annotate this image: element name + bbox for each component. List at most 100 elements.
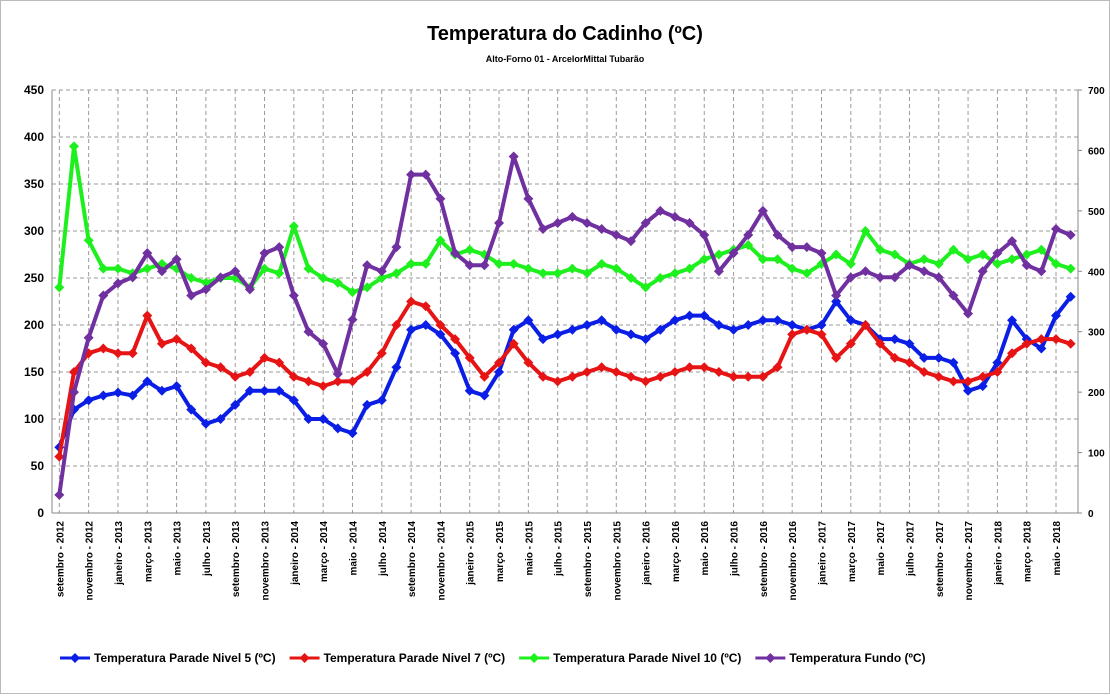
data-marker (83, 235, 94, 246)
x-tick-label: maio - 2014 (348, 521, 359, 576)
data-marker (684, 310, 695, 321)
data-marker (684, 217, 695, 228)
data-marker (904, 338, 915, 349)
data-marker (318, 381, 329, 392)
data-marker (904, 357, 915, 368)
data-marker (831, 352, 842, 363)
data-marker (596, 258, 607, 269)
data-marker (376, 273, 387, 283)
data-marker (479, 390, 490, 401)
data-marker (523, 357, 534, 368)
data-marker (347, 287, 358, 298)
data-marker (933, 352, 944, 363)
data-marker (420, 320, 431, 330)
y-tick-label: 400 (24, 130, 44, 144)
data-marker (845, 272, 856, 283)
data-marker (142, 248, 153, 259)
x-tick-label: março - 2013 (143, 521, 154, 583)
data-marker (215, 362, 226, 373)
data-marker (948, 290, 959, 301)
data-marker (655, 371, 666, 382)
data-marker (494, 357, 505, 368)
data-marker (860, 226, 871, 236)
data-marker (464, 244, 475, 255)
data-marker (787, 329, 798, 340)
data-marker (376, 348, 387, 359)
x-tick-label: março - 2016 (671, 521, 682, 583)
legend-label: Temperatura Parade Nivel 5 (ºC) (94, 651, 276, 665)
data-marker (625, 236, 636, 247)
data-marker (186, 290, 197, 301)
data-marker (406, 258, 417, 269)
data-marker (420, 301, 431, 312)
series-line (57, 299, 1072, 457)
data-marker (318, 273, 329, 283)
data-marker (538, 334, 549, 345)
data-marker (611, 367, 622, 377)
data-marker (801, 242, 812, 253)
data-marker (1051, 223, 1062, 234)
data-marker (406, 169, 417, 180)
x-tick-label: julho - 2013 (202, 521, 213, 577)
data-marker (1036, 334, 1047, 345)
data-marker (259, 385, 270, 396)
data-marker (362, 260, 373, 271)
data-marker (743, 371, 754, 382)
data-marker (684, 362, 695, 373)
data-marker (171, 254, 182, 265)
data-marker (98, 343, 109, 354)
data-marker (98, 390, 109, 401)
data-marker (318, 338, 329, 349)
data-marker (611, 230, 622, 241)
x-tick-label: setembro - 2012 (55, 521, 66, 598)
data-marker (538, 371, 549, 382)
data-marker (54, 282, 65, 293)
data-marker (54, 489, 65, 500)
x-tick-label: julho - 2016 (730, 521, 741, 577)
data-marker (1007, 348, 1018, 359)
data-marker (845, 315, 856, 326)
x-tick-label: setembro - 2016 (759, 521, 770, 598)
data-marker (1051, 310, 1062, 321)
data-marker (684, 263, 695, 274)
data-marker (831, 249, 842, 260)
data-marker (347, 376, 358, 387)
data-marker (127, 272, 138, 283)
data-marker (889, 352, 900, 363)
data-marker (450, 248, 461, 259)
data-marker (332, 277, 343, 288)
data-marker (581, 217, 592, 228)
data-marker (611, 263, 622, 274)
x-tick-label: março - 2015 (495, 521, 506, 583)
data-marker (391, 320, 402, 330)
data-marker (699, 230, 710, 241)
data-marker (288, 371, 299, 382)
x-tick-label: novembro - 2012 (85, 521, 96, 601)
y2-tick-label: 0 (1088, 509, 1094, 520)
y-tick-label: 450 (24, 83, 44, 97)
data-marker (347, 314, 358, 325)
data-marker (274, 385, 285, 396)
data-marker (98, 263, 109, 274)
data-marker (288, 395, 299, 406)
data-marker (581, 268, 592, 279)
data-marker (801, 268, 812, 279)
data-marker (244, 367, 255, 377)
data-marker (757, 205, 768, 216)
x-tick-label: julho - 2014 (378, 521, 389, 577)
data-marker (567, 263, 578, 274)
data-marker (948, 376, 959, 387)
data-marker (787, 263, 798, 274)
data-marker (919, 266, 930, 277)
data-marker (259, 352, 270, 363)
x-tick-label: março - 2018 (1023, 521, 1034, 583)
data-marker (728, 248, 739, 259)
data-marker (68, 141, 79, 152)
data-marker (625, 329, 636, 340)
data-marker (259, 263, 270, 274)
data-marker (963, 308, 974, 319)
data-marker (1007, 315, 1018, 326)
data-marker (244, 284, 255, 295)
data-marker (801, 324, 812, 335)
x-tick-label: novembro - 2016 (788, 521, 799, 601)
